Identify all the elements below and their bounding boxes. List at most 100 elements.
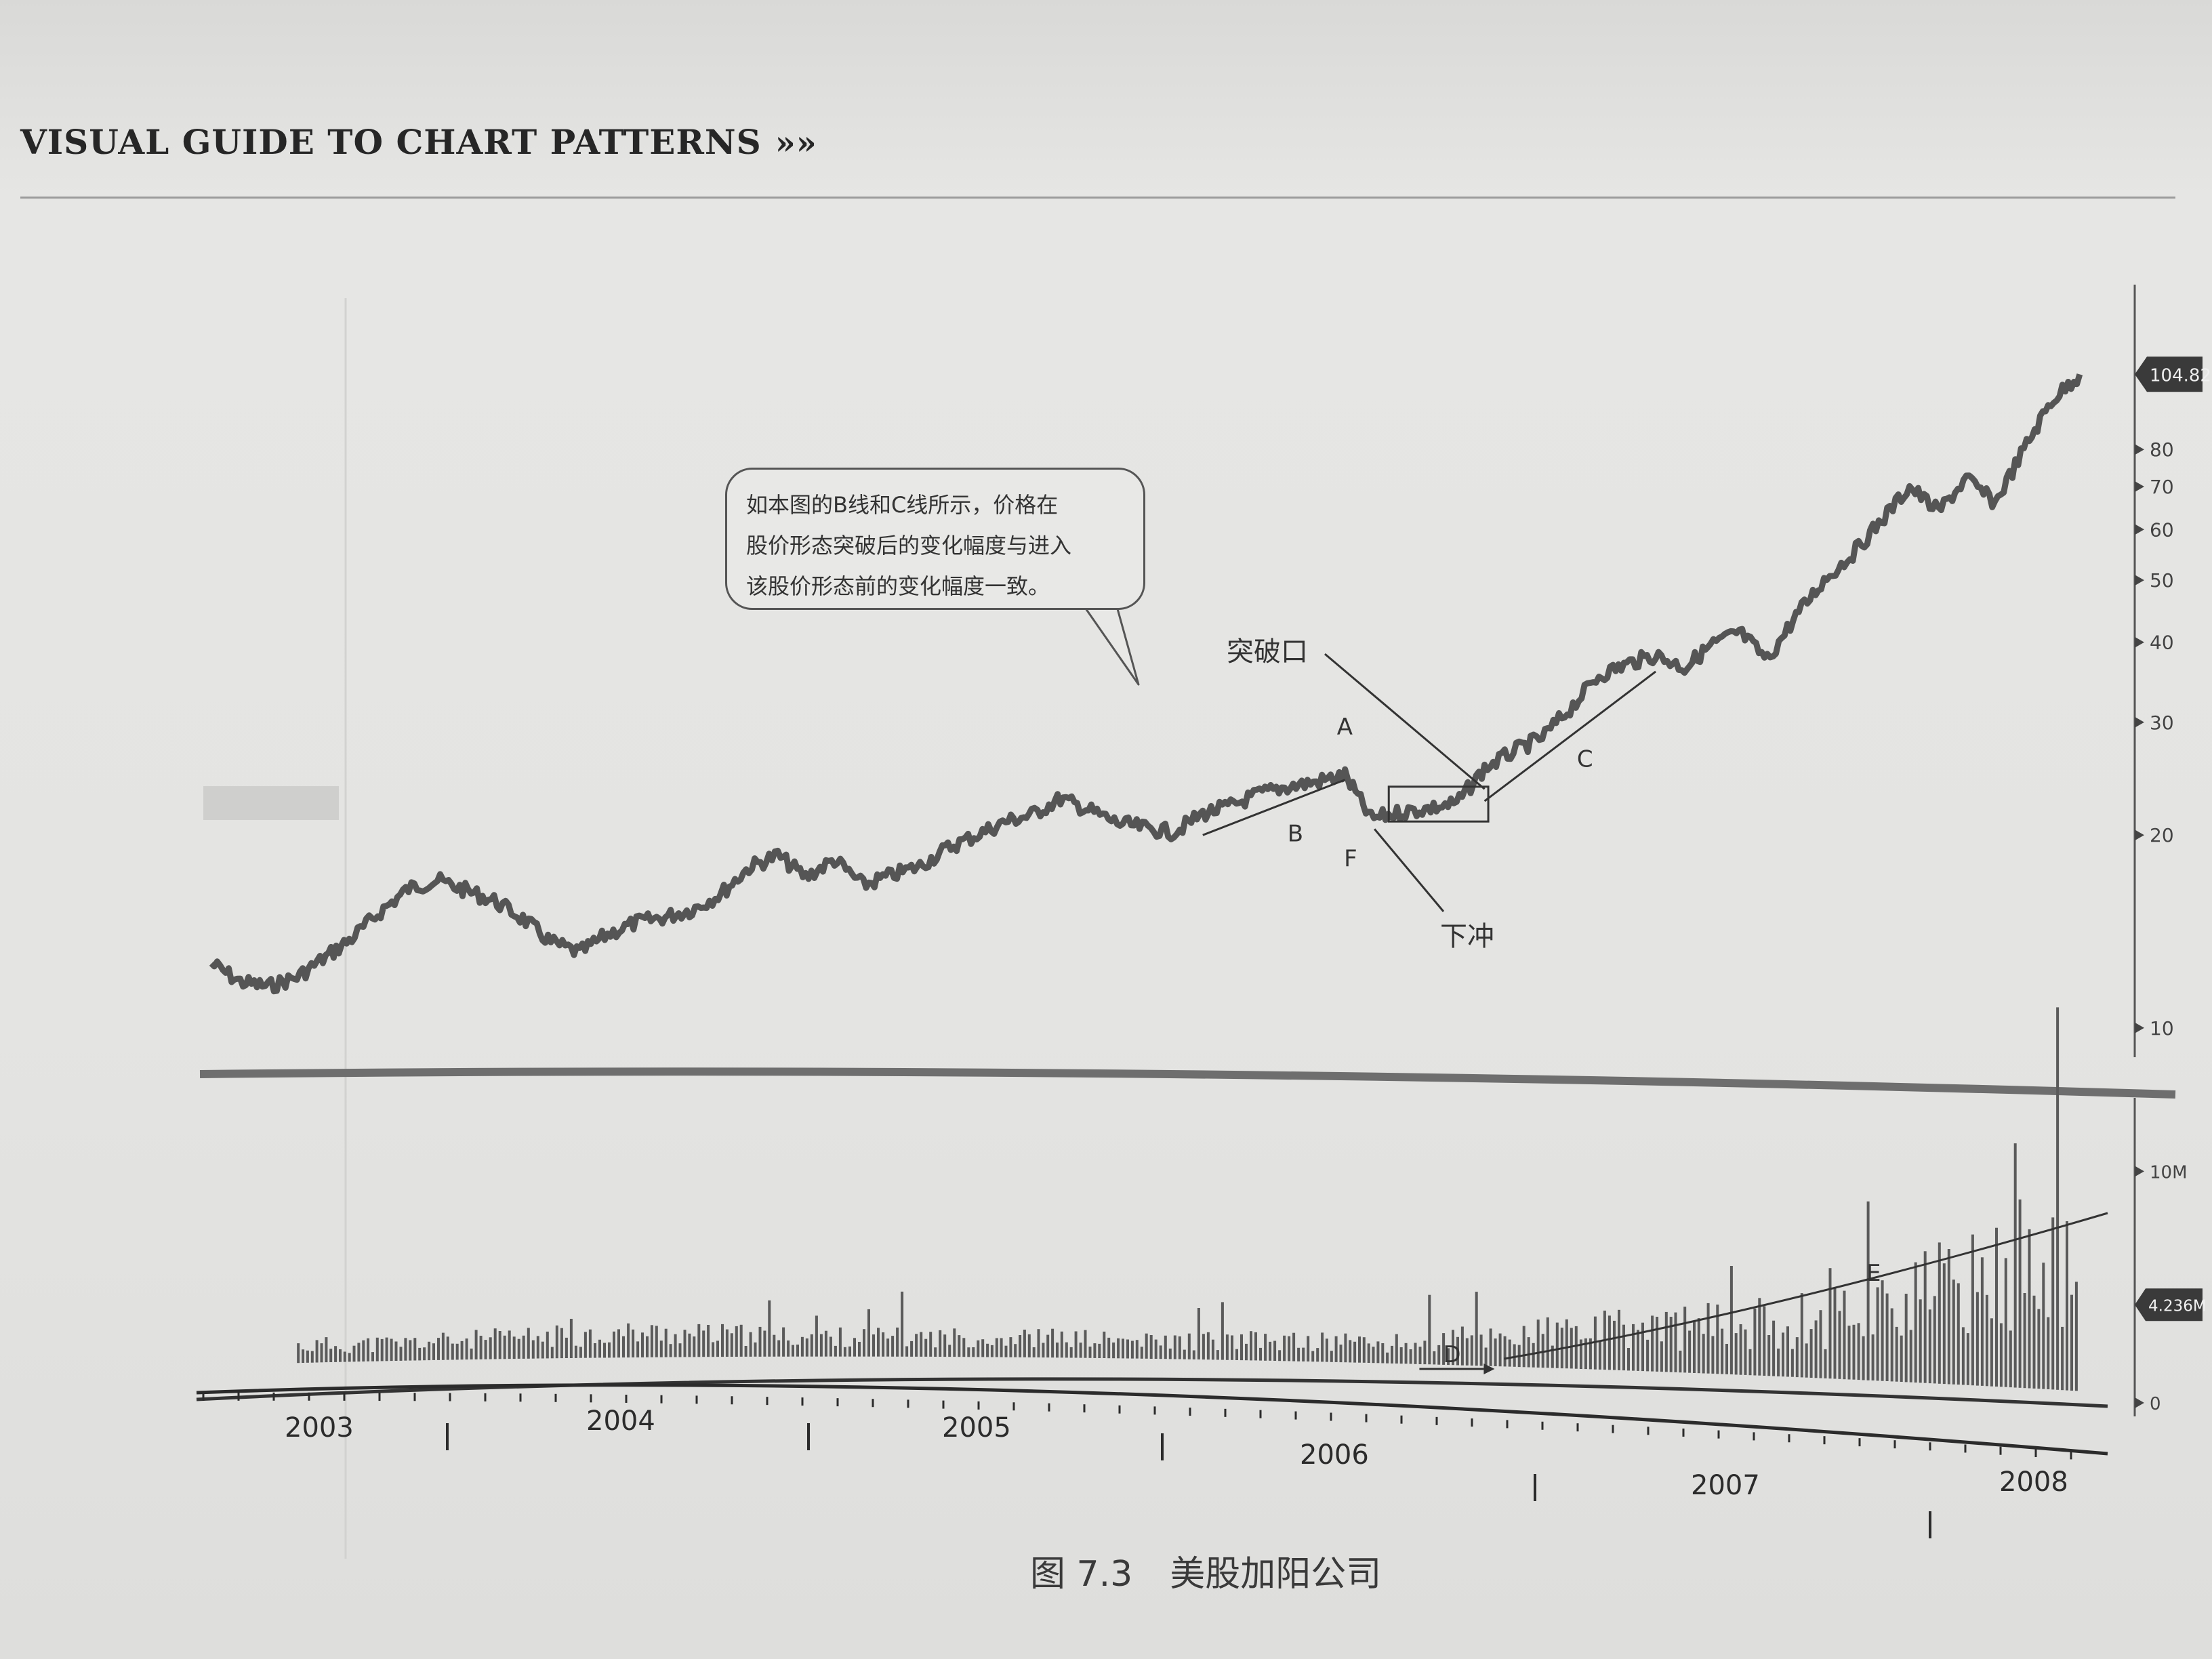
volume-bar	[306, 1350, 309, 1363]
volume-bar	[1584, 1338, 1587, 1370]
volume-bar	[1135, 1340, 1139, 1359]
volume-bar	[413, 1338, 417, 1361]
volume-bar	[1027, 1334, 1031, 1357]
volume-bar	[1409, 1349, 1412, 1364]
price-tick-mark	[2135, 636, 2144, 648]
price-tick-mark	[2135, 524, 2144, 535]
volume-bar	[1423, 1340, 1427, 1365]
volume-bar	[1871, 1334, 1875, 1380]
volume-bar	[474, 1330, 478, 1359]
volume-bar	[858, 1342, 861, 1357]
volume-bar	[1009, 1337, 1012, 1357]
volume-bar	[1914, 1262, 1917, 1383]
volume-bar	[334, 1346, 337, 1362]
volume-bar	[1772, 1320, 1776, 1376]
price-tick-label: 10	[2150, 1017, 2174, 1040]
volume-bar	[693, 1336, 696, 1357]
volume-bar	[1032, 1347, 1036, 1357]
volume-bar	[1697, 1318, 1700, 1374]
volume-bar	[1990, 1318, 1993, 1387]
figure-caption: 图 7.3 美股加阳公司	[1030, 1545, 1418, 1596]
volume-bar	[929, 1332, 933, 1357]
page-header: VISUAL GUIDE TO CHART PATTERNS »»	[20, 122, 817, 162]
volume-bar	[2074, 1282, 2078, 1391]
volume-bar	[503, 1335, 506, 1359]
volume-bar	[1122, 1338, 1124, 1359]
volume-bar	[479, 1336, 483, 1359]
volume-bar	[1269, 1341, 1272, 1361]
volume-bar	[1971, 1234, 1974, 1386]
price-tick-label: 70	[2150, 476, 2174, 498]
volume-bar	[560, 1328, 563, 1359]
volume-bar	[1107, 1337, 1111, 1359]
volume-bar	[320, 1343, 323, 1363]
volume-bar	[986, 1343, 989, 1357]
volume-bar	[432, 1343, 435, 1360]
volume-bar	[1418, 1347, 1422, 1364]
volume-bar	[1456, 1336, 1459, 1366]
volume-bar	[512, 1336, 516, 1359]
volume-bar	[1980, 1257, 1984, 1386]
volume-bar	[613, 1331, 615, 1358]
year-label: 2005	[942, 1412, 1011, 1443]
volume-bar	[744, 1346, 747, 1357]
volume-bar	[1325, 1338, 1328, 1362]
volume-bar	[1895, 1326, 1898, 1382]
volume-tick-label: 10M	[2150, 1162, 2188, 1183]
volume-bar	[934, 1347, 937, 1357]
volume-bar	[1240, 1334, 1243, 1361]
volume-bar	[1391, 1345, 1393, 1364]
volume-bar	[829, 1336, 832, 1357]
volume-bar	[707, 1325, 710, 1357]
volume-bar	[1192, 1350, 1195, 1359]
volume-bar	[1321, 1332, 1324, 1362]
volume-bar	[579, 1347, 582, 1358]
volume-bar	[872, 1334, 875, 1357]
volume-bar	[428, 1341, 431, 1361]
volume-bar	[404, 1338, 407, 1361]
volume-bar	[1000, 1338, 1003, 1357]
volume-bar	[1933, 1296, 1936, 1384]
volume-bar	[536, 1336, 539, 1359]
volume-bar	[550, 1347, 554, 1359]
volume-bar	[796, 1345, 799, 1357]
volume-bar	[1353, 1341, 1357, 1363]
volume-bar	[725, 1329, 729, 1357]
volume-bar	[702, 1330, 705, 1357]
volume-bar	[1900, 1335, 1903, 1382]
volume-bar	[1037, 1329, 1040, 1357]
volume-bar	[905, 1346, 909, 1357]
volume-bar	[1598, 1340, 1601, 1370]
volume-bar	[678, 1343, 682, 1357]
volume-bar	[1508, 1339, 1511, 1367]
volume-bar	[541, 1341, 544, 1359]
volume-bar	[423, 1347, 426, 1361]
volume-bar	[1065, 1342, 1068, 1358]
volume-bar	[1334, 1336, 1338, 1362]
volume-bar	[1117, 1338, 1120, 1359]
volume-bar	[1447, 1348, 1450, 1366]
volume-bar	[1399, 1347, 1403, 1364]
volume-bar	[2013, 1143, 2017, 1388]
volume-bar	[1660, 1341, 1663, 1372]
volume-bar	[1947, 1249, 1950, 1385]
volume-bar	[1706, 1303, 1710, 1374]
label-breakout: 突破口	[1227, 636, 1308, 668]
volume-bar	[915, 1334, 918, 1357]
price-tick-mark	[2135, 481, 2144, 493]
volume-bar	[1546, 1317, 1549, 1368]
year-label: 2004	[586, 1406, 655, 1437]
volume-bar	[810, 1334, 813, 1357]
volume-bar	[1479, 1334, 1483, 1366]
breakout-leader	[1324, 653, 1486, 790]
volume-bar	[669, 1344, 672, 1357]
volume-bar	[608, 1342, 611, 1358]
price-tick-label: 40	[2150, 632, 2174, 654]
volume-bar	[546, 1331, 549, 1359]
volume-bar	[390, 1338, 393, 1361]
volume-bar	[1452, 1330, 1454, 1366]
volume-bar	[1307, 1336, 1310, 1361]
volume-bar	[2070, 1294, 2073, 1391]
price-tick-label: 20	[2150, 824, 2174, 846]
volume-bar	[484, 1340, 487, 1359]
